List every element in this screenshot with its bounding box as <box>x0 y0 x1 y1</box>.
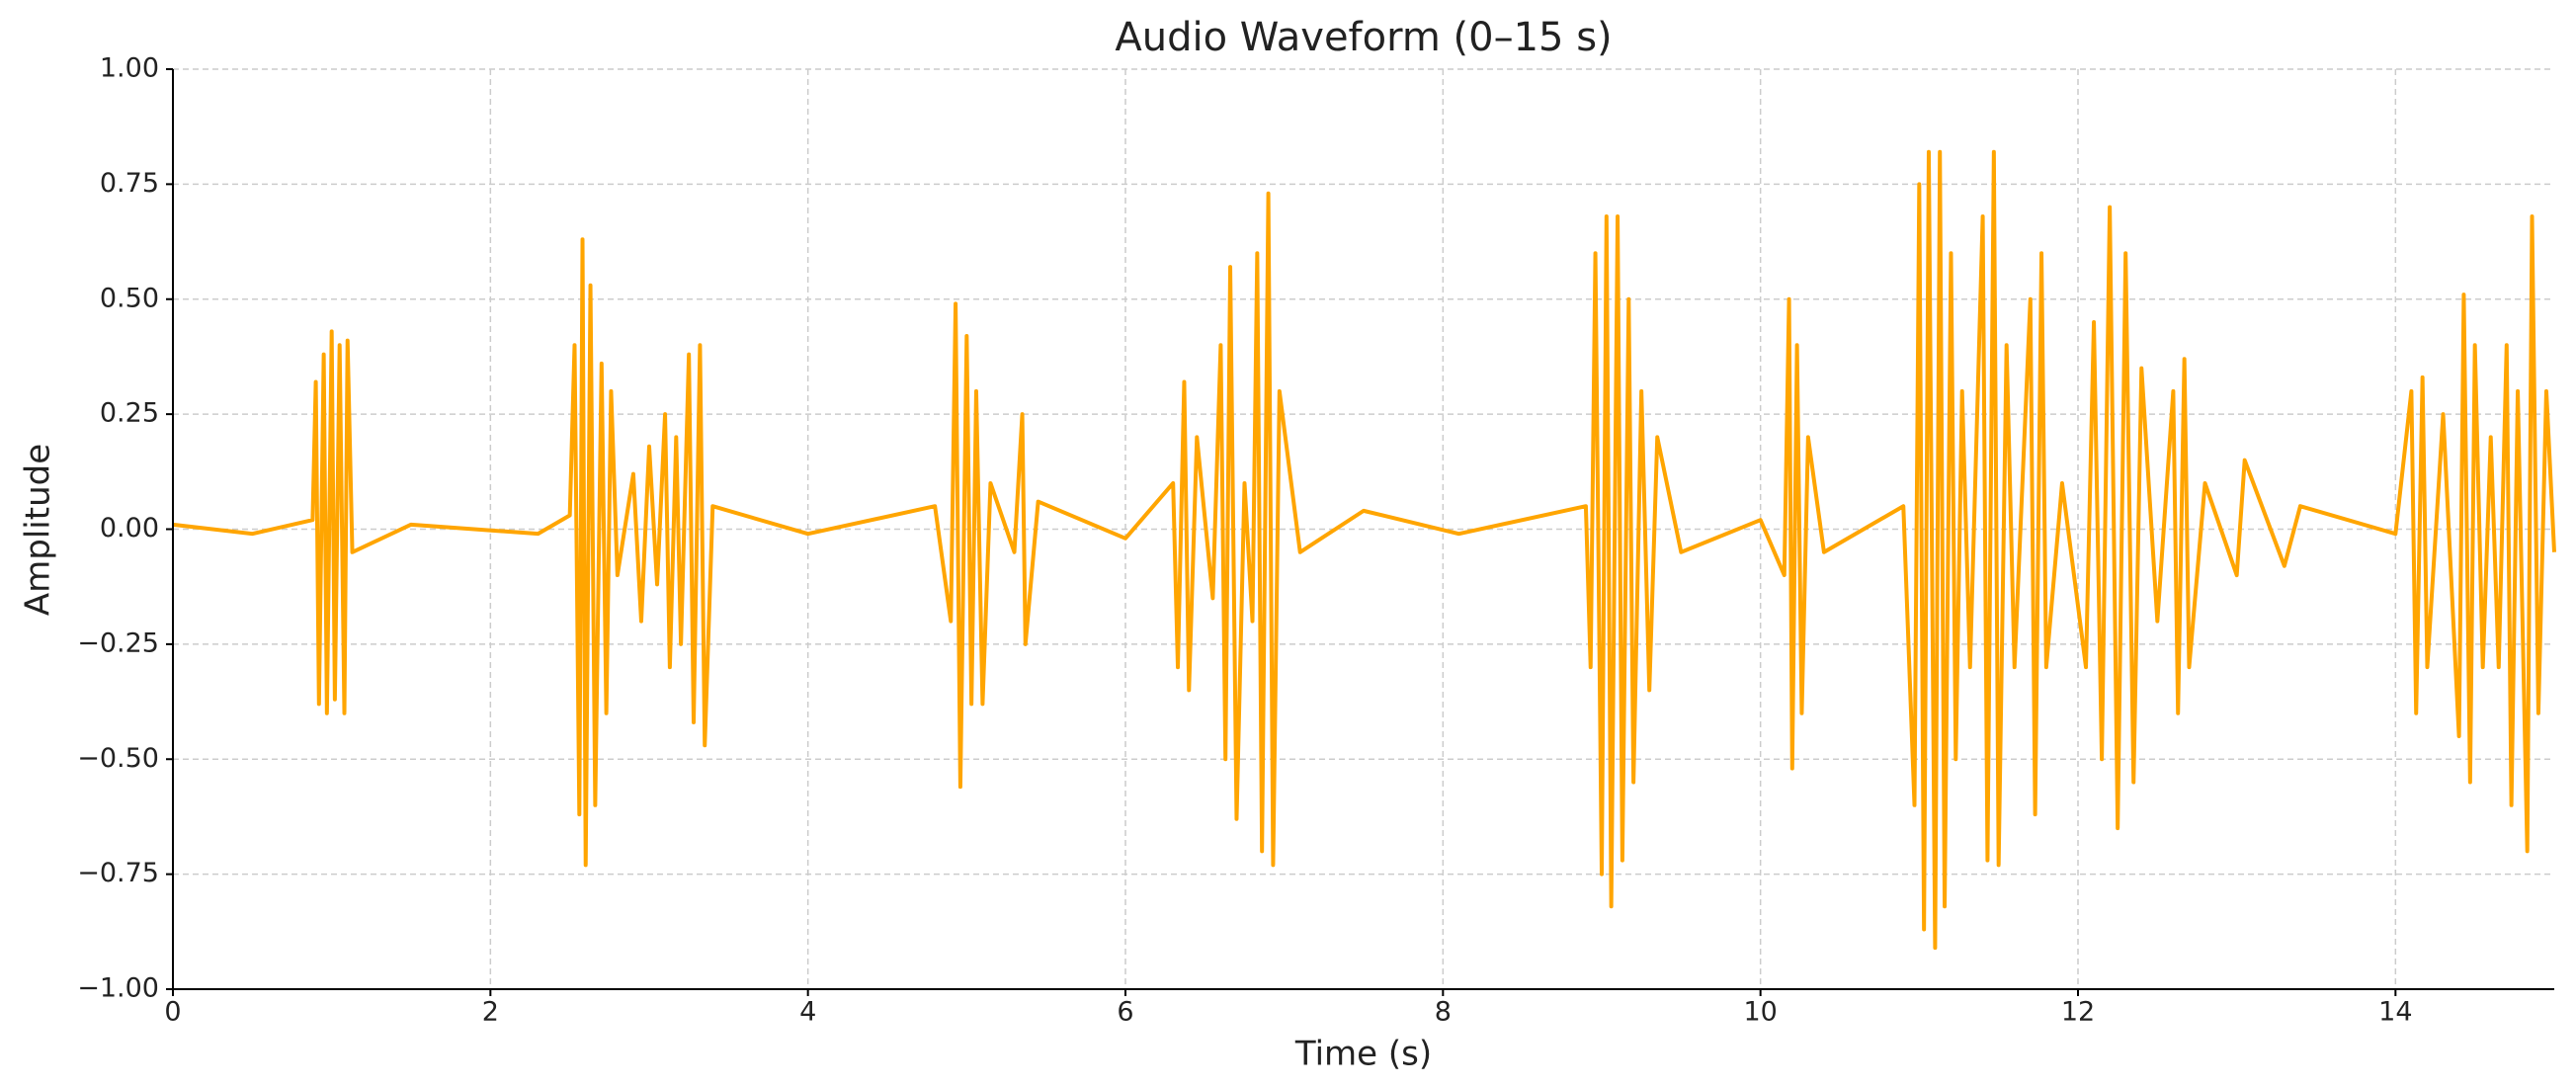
x-tick-label: 12 <box>2061 997 2095 1028</box>
y-tick-label: 0.50 <box>100 283 159 313</box>
y-tick-label: −0.50 <box>77 743 159 774</box>
y-axis-label: Amplitude <box>19 444 58 616</box>
x-tick-label: 0 <box>164 997 181 1028</box>
y-tick-label: −0.25 <box>77 628 159 658</box>
x-tick-label: 6 <box>1117 997 1133 1028</box>
x-tick-label: 4 <box>799 997 816 1028</box>
y-tick-label: 0.75 <box>100 168 159 199</box>
x-tick-label: 8 <box>1435 997 1452 1028</box>
y-tick-label: 1.00 <box>100 53 159 84</box>
y-tick-label: 0.00 <box>100 513 159 544</box>
y-tick-label: −1.00 <box>77 973 159 1004</box>
waveform-line <box>172 149 2556 951</box>
x-tick-label: 10 <box>1743 997 1777 1028</box>
x-axis-label: Time (s) <box>1294 1035 1432 1074</box>
y-tick-label: −0.75 <box>77 858 159 888</box>
x-tick-label: 2 <box>482 997 499 1028</box>
chart-title: Audio Waveform (0–15 s) <box>1115 15 1612 60</box>
y-tick-label: 0.25 <box>100 398 159 429</box>
x-tick-label: 14 <box>2378 997 2412 1028</box>
